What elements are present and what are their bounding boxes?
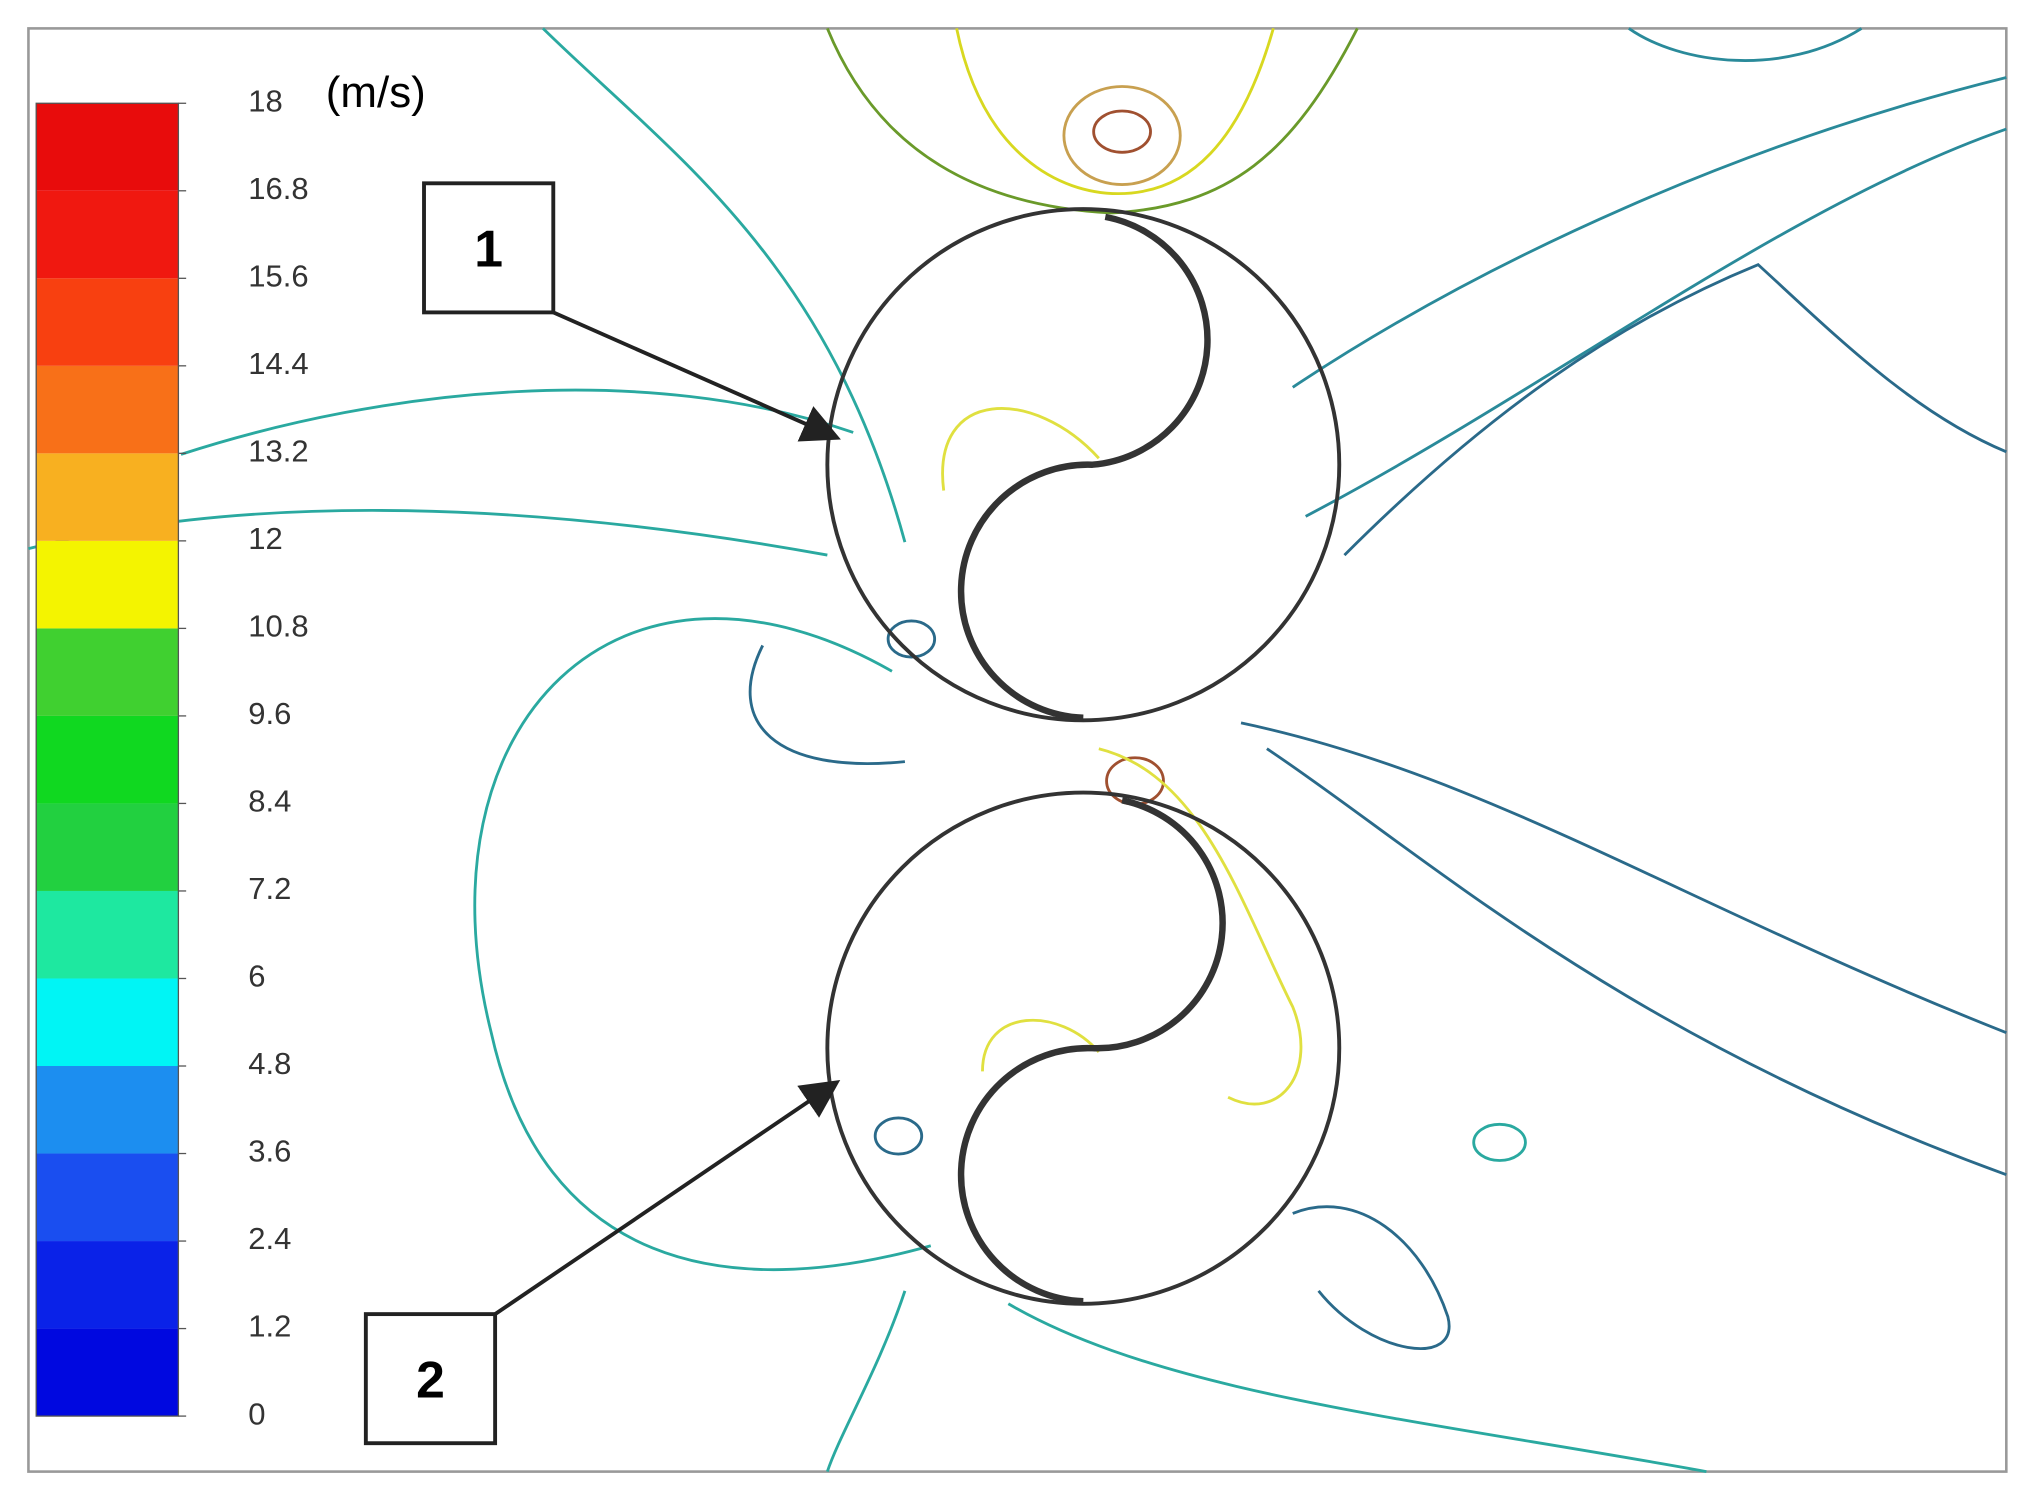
colorbar-band — [36, 540, 179, 629]
contour-line — [873, 1116, 924, 1156]
contour-line — [180, 388, 854, 456]
contour-line — [541, 27, 907, 543]
contour-line — [748, 644, 906, 766]
rotor-label: 2 — [416, 1351, 445, 1409]
colorbar-band — [36, 1066, 179, 1154]
colorbar-tick-label: 2.4 — [248, 1221, 291, 1256]
contour-line — [1304, 127, 2007, 518]
contour-line — [1266, 747, 2007, 1177]
colorbar-tick-label: 0 — [248, 1396, 265, 1431]
colorbar-tick-label: 7.2 — [248, 871, 291, 906]
colorbar-band — [36, 715, 179, 804]
rotor-circle — [825, 790, 1342, 1306]
rotor-label: 1 — [474, 220, 503, 278]
contour-line — [1472, 1122, 1527, 1162]
contour-line — [941, 407, 1100, 491]
colorbar-band — [36, 890, 179, 979]
colorbar-band — [36, 628, 179, 716]
colorbar-tick-label: 4.8 — [248, 1046, 291, 1081]
rotor-blade — [957, 797, 1226, 1305]
rotor-circle — [825, 207, 1342, 723]
arrow — [494, 1079, 841, 1316]
colorbar-band — [36, 1241, 179, 1329]
colorbar-band — [36, 1328, 179, 1417]
colorbar-band — [36, 103, 179, 191]
rotor-blade — [957, 213, 1211, 721]
label-box — [422, 181, 556, 315]
colorbar-tick-label: 9.6 — [248, 696, 291, 731]
colorbar-tick-label: 1.2 — [248, 1309, 291, 1344]
colorbar-unit: (m/s) — [326, 68, 426, 117]
colorbar-tick-label: 13.2 — [248, 434, 308, 469]
contour-line — [1292, 1205, 1451, 1350]
colorbar-band — [36, 365, 179, 454]
contour-line — [1007, 1302, 1707, 1473]
colorbar-tick-label: 15.6 — [248, 259, 308, 294]
colorbar-tick-label: 6 — [248, 959, 265, 994]
contour-line — [1092, 109, 1152, 154]
colorbar-band — [36, 803, 179, 891]
contour-line — [473, 617, 932, 1272]
colorbar-tick-label: 18 — [248, 83, 283, 118]
contour-line — [1343, 262, 2007, 557]
contour-line — [1628, 27, 1863, 62]
colorbar-tick-label: 8.4 — [248, 784, 291, 819]
contour-line — [1098, 747, 1303, 1106]
colorbar-band — [36, 978, 179, 1067]
colorbar-tick-label: 10.8 — [248, 609, 308, 644]
callouts: 1 2 — [363, 181, 841, 1446]
rotors — [825, 207, 1342, 1306]
contour-field — [28, 27, 2007, 1473]
colorbar-tick-label: 16.8 — [248, 171, 308, 206]
colorbar-tick-label: 12 — [248, 521, 283, 556]
contour-line — [1240, 721, 2007, 1035]
colorbar-band — [36, 453, 179, 541]
colorbar-border — [35, 102, 180, 1417]
contour-line — [1291, 76, 2007, 389]
colorbar-tick-label: 3.6 — [248, 1134, 291, 1169]
arrow — [552, 310, 841, 442]
contour-line — [981, 1018, 1100, 1072]
contour-line — [826, 27, 1359, 215]
colorbar-band — [36, 190, 179, 279]
contour-line — [955, 28, 1275, 196]
colorbar-band — [36, 278, 179, 366]
contour-line — [886, 619, 937, 659]
contour-line — [1062, 85, 1182, 187]
label-box — [363, 1312, 498, 1446]
frame — [27, 27, 2008, 1473]
colorbar-tick-label: 14.4 — [248, 346, 308, 381]
colorbar: 0 1.2 2.4 3.6 4.8 6 7.2 8.4 9.6 10.8 12 13.2 14.4 15.… — [35, 83, 309, 1431]
contour-line — [825, 1290, 907, 1473]
colorbar-band — [36, 1153, 179, 1242]
